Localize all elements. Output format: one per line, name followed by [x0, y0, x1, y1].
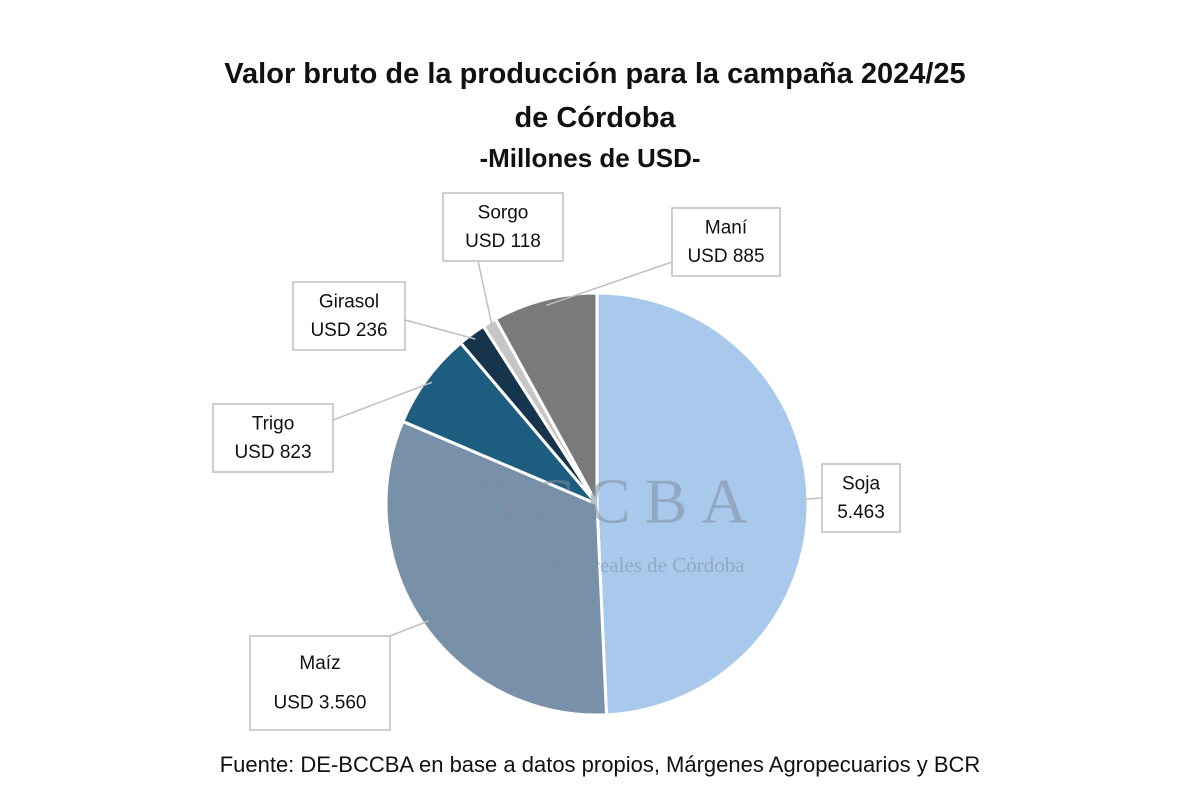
watermark-name: Bolsa de Cereales de Córdoba: [491, 553, 745, 577]
chart-title: Valor bruto de la producción para la cam…: [224, 58, 966, 134]
chart-subtitle: -Millones de USD-: [479, 143, 701, 173]
pie-slice: [384, 419, 609, 717]
data-label-category: Maní: [705, 217, 748, 238]
data-label-value: USD 885: [687, 246, 764, 267]
data-label-category: Sorgo: [478, 202, 529, 223]
data-label-category: Soja: [842, 473, 880, 494]
leader-line: [477, 260, 494, 328]
pie-slice: [493, 291, 599, 505]
data-label-value: USD 823: [234, 442, 311, 463]
data-label-category: Trigo: [252, 413, 295, 434]
leader-line: [332, 381, 433, 421]
watermark-logo: BCCBA: [475, 466, 762, 537]
leader-line: [389, 620, 429, 637]
data-label-value: USD 236: [310, 320, 387, 341]
data-label-category: Maíz: [299, 653, 340, 674]
label-box: [292, 281, 406, 351]
data-label-value: USD 118: [465, 231, 541, 252]
leader-line: [545, 261, 673, 307]
label-box: [442, 192, 564, 262]
data-label-value: 5.463: [837, 502, 885, 523]
source-note: Fuente: DE-BCCBA en base a datos propios…: [219, 752, 981, 777]
label-box: [249, 635, 391, 731]
leader-line: [801, 497, 823, 501]
leader-line: [404, 319, 476, 340]
label-box: [671, 207, 781, 277]
data-label-value: USD 3.560: [274, 693, 367, 714]
pie-slice: [400, 340, 599, 506]
label-box: [821, 463, 901, 533]
label-box: [212, 403, 334, 473]
data-label-category: Girasol: [319, 291, 379, 312]
